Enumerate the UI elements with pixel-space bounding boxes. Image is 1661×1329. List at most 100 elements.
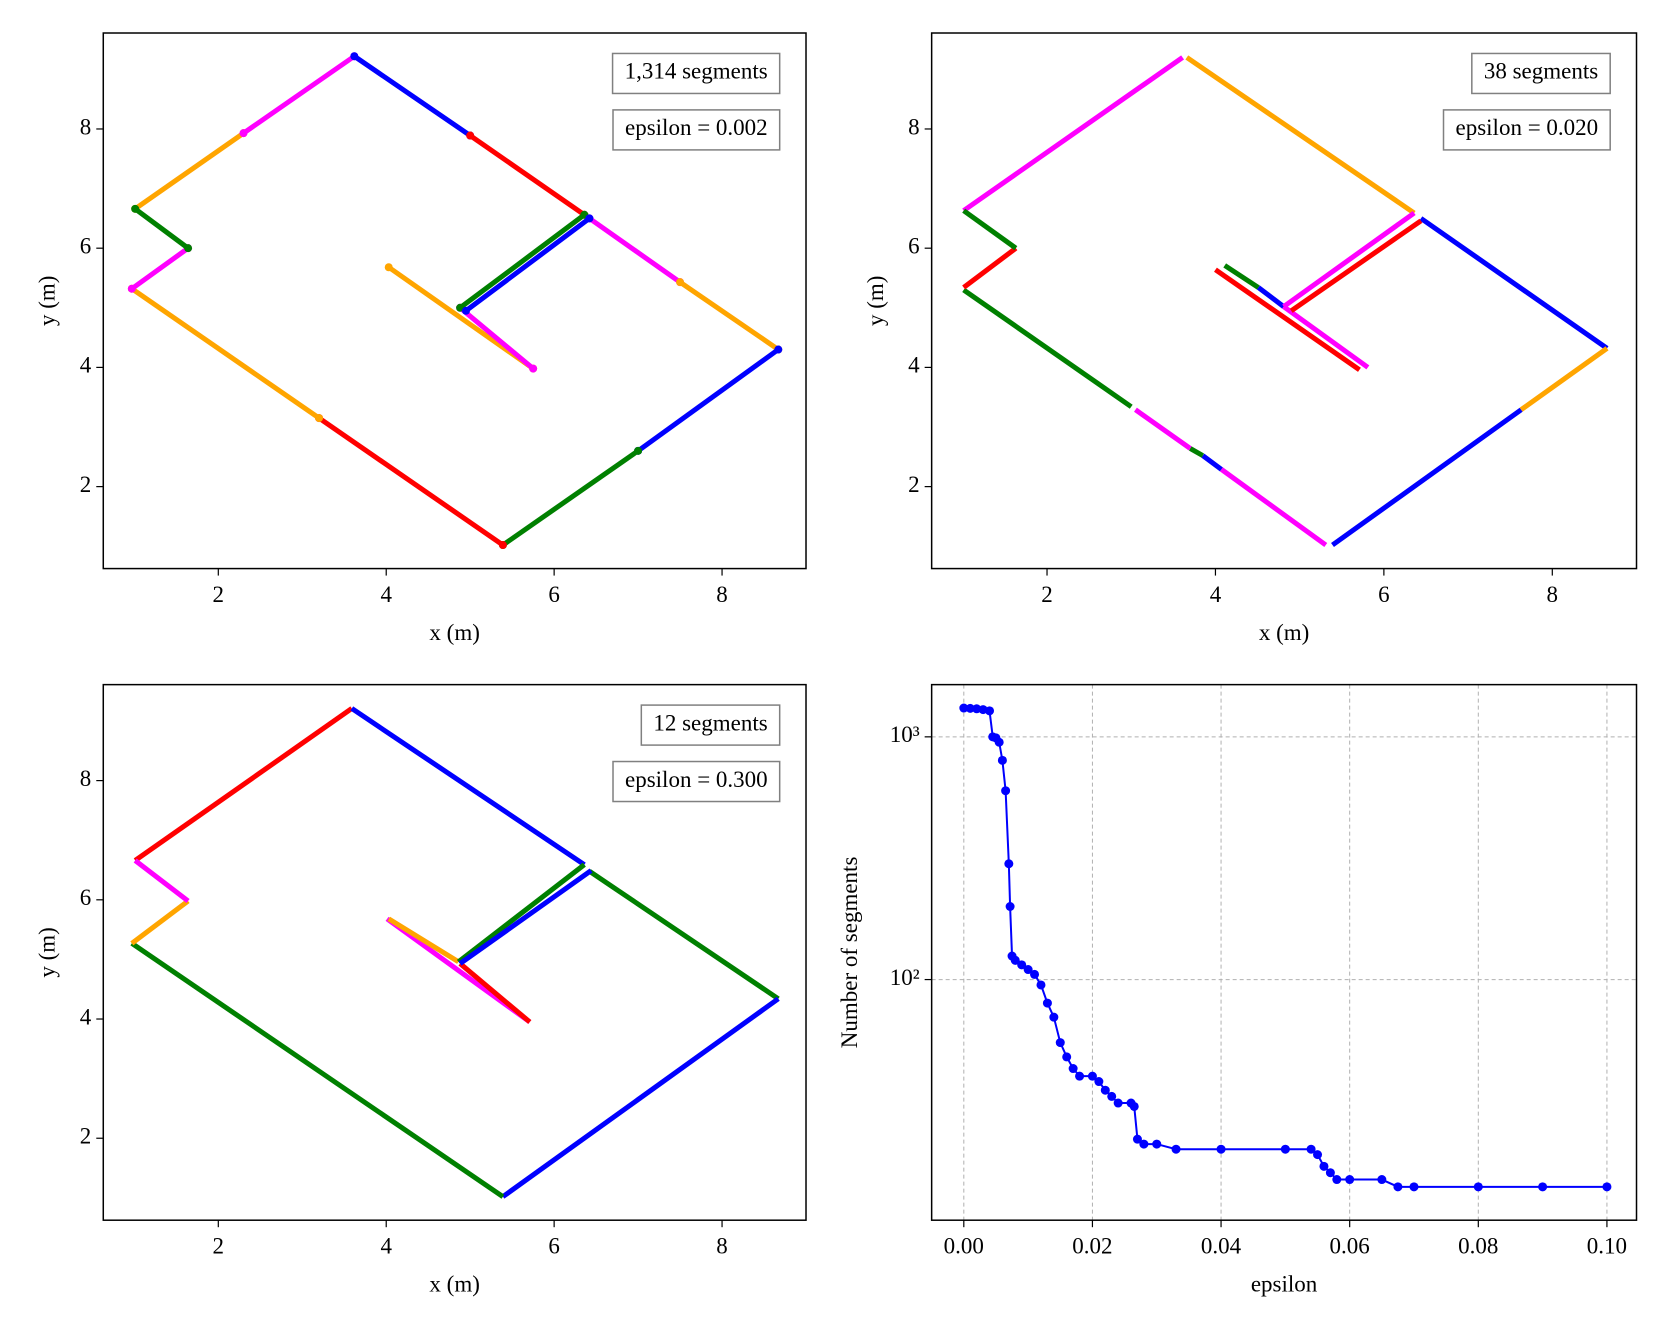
series-line: [636, 347, 780, 453]
series-line: [1185, 55, 1416, 216]
marker: [1325, 1168, 1335, 1178]
subplot: 2 4 6 8 2 4 6 8 x (m) y (m) 38 segments epsilon = 0…: [863, 32, 1638, 645]
marker: [1306, 1144, 1316, 1154]
series-line: [962, 246, 1018, 290]
series-line: [317, 416, 505, 548]
x-tick-label: 8: [1547, 582, 1559, 607]
axes-frame: [102, 683, 807, 1221]
series-line: [1282, 304, 1370, 370]
marker: [1216, 1144, 1226, 1154]
marker: [1377, 1175, 1387, 1185]
marker: [1055, 1038, 1065, 1048]
series-line: [962, 287, 1133, 409]
y-axis-label: y (m): [863, 276, 888, 326]
x-tick-label: 0.04: [1201, 1233, 1242, 1258]
y-axis-label: Number of segments: [837, 857, 862, 1049]
series-line: [1419, 216, 1609, 351]
y-tick-label: 6: [908, 233, 920, 258]
x-tick-label: 2: [213, 1233, 225, 1258]
marker: [498, 541, 507, 550]
series-line: [1282, 210, 1416, 309]
marker: [1409, 1182, 1419, 1192]
series-line: [1223, 263, 1260, 290]
marker: [466, 131, 475, 140]
annotation: 1,314 segments: [625, 59, 768, 84]
y-tick-label: 8: [908, 114, 920, 139]
annotation: 12 segments: [653, 710, 767, 735]
subplot: 2 4 6 8 2 4 6 8 x (m) y (m) 12 segments epsilon = 0…: [35, 683, 807, 1296]
series-line: [458, 212, 586, 310]
subplot: 0.00 0.02 0.04 0.06 0.08 0.10 10² 10³ epsilon Num…: [837, 683, 1638, 1296]
marker: [994, 737, 1004, 747]
marker: [1107, 1091, 1117, 1101]
marker: [1087, 1071, 1097, 1081]
x-tick-label: 2: [213, 582, 225, 607]
marker: [1010, 955, 1020, 965]
marker: [315, 414, 324, 423]
marker: [1332, 1175, 1342, 1185]
series-line: [133, 706, 354, 863]
marker: [1129, 1101, 1139, 1111]
y-tick-label: 10³: [890, 722, 920, 747]
marker: [1345, 1175, 1355, 1185]
x-tick-label: 0.06: [1330, 1233, 1370, 1258]
annotation: epsilon = 0.002: [625, 115, 768, 140]
series-line: [1331, 407, 1523, 548]
series-line: [587, 216, 682, 285]
series-line: [242, 54, 356, 136]
series-line: [133, 131, 245, 211]
x-axis-label: x (m): [429, 1271, 479, 1296]
y-tick-label: 4: [80, 1004, 92, 1029]
marker: [774, 345, 783, 354]
marker: [1319, 1161, 1329, 1171]
annotation-box: [640, 704, 781, 746]
marker: [1280, 1144, 1290, 1154]
annotation-box: [612, 760, 781, 803]
x-tick-label: 4: [1210, 582, 1222, 607]
marker: [1171, 1144, 1181, 1154]
y-tick-label: 2: [80, 1124, 92, 1149]
x-axis-label: epsilon: [1251, 1271, 1318, 1296]
y-axis-label: y (m): [35, 276, 60, 326]
y-tick-label: 8: [80, 766, 92, 791]
y-tick-label: 10²: [890, 965, 920, 990]
marker: [1068, 1064, 1078, 1074]
series-line: [133, 206, 190, 251]
series-line: [387, 916, 460, 964]
series-line: [1188, 446, 1205, 458]
series-line: [963, 707, 1607, 1188]
annotation-box: [1471, 52, 1611, 95]
series-line: [1519, 346, 1609, 412]
marker: [131, 204, 140, 213]
x-tick-label: 0.02: [1072, 1233, 1112, 1258]
marker: [634, 446, 643, 455]
marker: [1393, 1182, 1403, 1192]
marker: [985, 706, 995, 716]
marker: [1001, 786, 1011, 796]
x-tick-label: 0.08: [1458, 1233, 1498, 1258]
x-tick-label: 6: [548, 1233, 560, 1258]
marker: [461, 306, 470, 315]
series-line: [588, 869, 780, 1001]
annotation: epsilon = 0.300: [625, 767, 768, 792]
series-line: [464, 216, 591, 313]
series-line: [501, 448, 640, 548]
marker: [1017, 960, 1027, 970]
marker: [184, 244, 193, 253]
marker: [1538, 1182, 1548, 1192]
axes-frame: [930, 32, 1638, 570]
x-axis-label: x (m): [429, 620, 479, 645]
series-line: [1289, 218, 1423, 313]
annotation: epsilon = 0.020: [1456, 115, 1599, 140]
series-line: [130, 246, 190, 291]
series-line: [130, 941, 505, 1199]
marker: [997, 755, 1007, 765]
marker: [1152, 1139, 1162, 1149]
marker: [1042, 998, 1052, 1008]
marker: [585, 214, 594, 223]
marker: [1094, 1077, 1104, 1087]
marker: [384, 263, 393, 272]
annotation: 38 segments: [1484, 59, 1598, 84]
y-tick-label: 6: [80, 233, 92, 258]
marker: [1023, 965, 1033, 975]
